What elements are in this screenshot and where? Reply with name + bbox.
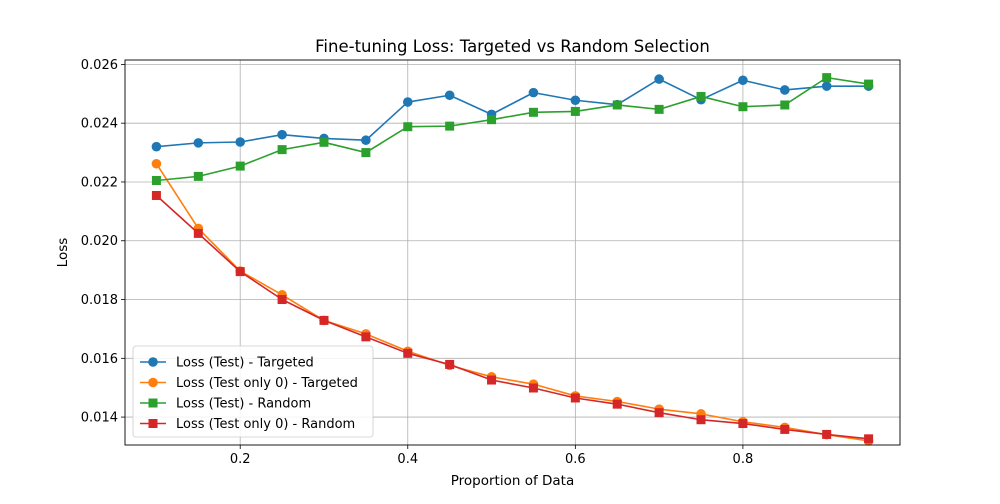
data-point [696, 91, 706, 101]
y-tick-label: 0.022 [81, 175, 118, 190]
legend-label: Loss (Test) - Random [176, 397, 311, 412]
data-point [235, 267, 245, 277]
data-point [738, 102, 748, 112]
data-point [864, 434, 874, 444]
x-tick-label: 0.8 [733, 452, 754, 467]
data-point [528, 107, 538, 117]
y-tick-label: 0.018 [81, 293, 118, 308]
series-3 [151, 73, 874, 185]
data-point [277, 295, 287, 305]
chart-title: Fine-tuning Loss: Targeted vs Random Sel… [315, 37, 710, 56]
data-point [654, 74, 664, 84]
data-point [361, 135, 371, 146]
data-point [612, 100, 622, 110]
data-point [570, 393, 580, 403]
data-point [319, 315, 329, 325]
legend-marker [148, 419, 158, 428]
data-point [193, 138, 204, 148]
data-point [780, 100, 790, 110]
data-point [361, 332, 371, 342]
legend-entry: Loss (Test) - Random [140, 397, 311, 412]
data-point [570, 106, 580, 116]
tick-layer: 0.2 0.4 0.6 0.8 0.014 0.016 0.018 0.020 0.022 0.0… [81, 58, 753, 467]
legend-marker [148, 398, 158, 408]
data-point [445, 121, 455, 131]
data-point [151, 175, 161, 185]
data-point [738, 419, 748, 429]
y-tick-label: 0.020 [81, 234, 118, 249]
data-point [151, 190, 161, 200]
data-point [403, 348, 413, 358]
x-tick-label: 0.2 [230, 452, 251, 467]
series-1 [151, 74, 874, 152]
y-tick-label: 0.024 [81, 117, 118, 132]
series-line [156, 78, 869, 148]
data-point [864, 79, 874, 89]
data-point [444, 90, 455, 101]
series-line [156, 76, 869, 182]
data-point [277, 129, 287, 140]
x-tick-label: 0.4 [397, 452, 418, 467]
legend-marker [148, 377, 158, 388]
legend-label: Loss (Test only 0) - Targeted [176, 376, 358, 391]
data-point [528, 87, 539, 98]
y-axis-label: Loss [55, 238, 71, 268]
y-tick-label: 0.026 [81, 58, 118, 73]
legend-label: Loss (Test only 0) - Random [176, 417, 355, 432]
data-point [487, 375, 497, 385]
data-point [570, 95, 581, 106]
data-point [822, 429, 832, 439]
data-point [780, 424, 790, 434]
y-tick-label: 0.016 [81, 352, 118, 367]
legend-box [132, 345, 374, 438]
data-point [193, 171, 203, 181]
data-point [193, 228, 203, 238]
data-point [361, 148, 371, 158]
data-point [403, 122, 413, 132]
legend: Loss (Test) - Targeted Loss (Test only 0)… [132, 345, 374, 438]
data-point [654, 408, 664, 418]
x-tick-label: 0.6 [565, 452, 586, 467]
legend-entry: Loss (Test only 0) - Targeted [140, 376, 358, 391]
data-point [779, 85, 790, 95]
series-4 [151, 190, 874, 444]
legend-entry: Loss (Test) - Targeted [140, 356, 314, 371]
data-point [319, 137, 329, 147]
x-axis-label: Proportion of Data [451, 473, 574, 489]
data-point [822, 73, 832, 83]
data-point [151, 141, 162, 152]
data-point [235, 161, 245, 171]
data-point [487, 115, 497, 125]
y-tick-label: 0.014 [81, 411, 118, 426]
data-point [277, 145, 287, 155]
series-line [155, 194, 869, 440]
legend-label: Loss (Test) - Targeted [176, 356, 314, 371]
data-point [402, 97, 413, 107]
series-line [155, 163, 869, 442]
data-point [654, 104, 664, 114]
data-point [445, 359, 455, 369]
data-point [696, 415, 706, 425]
data-point [738, 75, 748, 86]
plot-frame [124, 59, 901, 446]
data-point [235, 137, 246, 147]
legend-entries: Loss (Test) - Targeted Loss (Test only 0)… [140, 356, 358, 432]
data-point [821, 81, 832, 91]
data-point [151, 158, 162, 169]
series-layer [151, 73, 874, 446]
legend-entry: Loss (Test only 0) - Random [140, 417, 355, 432]
legend-marker [148, 357, 158, 367]
data-point [528, 383, 538, 393]
data-point [612, 399, 622, 409]
